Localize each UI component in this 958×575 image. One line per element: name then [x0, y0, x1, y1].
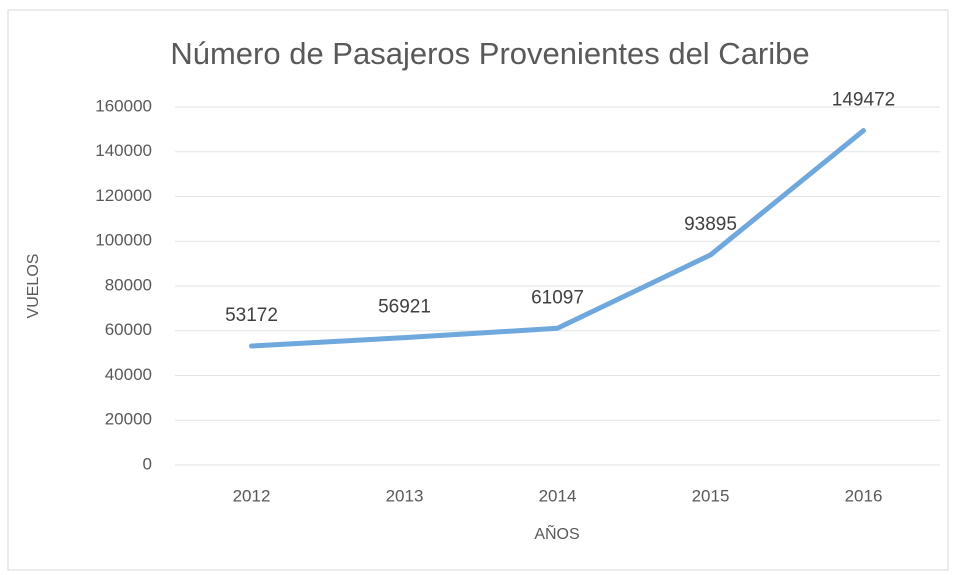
x-tick-label: 2016 — [845, 486, 883, 505]
y-tick-label: 100000 — [95, 231, 152, 250]
data-label: 93895 — [684, 214, 737, 235]
y-tick-label: 40000 — [105, 365, 152, 384]
y-tick-label: 120000 — [95, 186, 152, 205]
data-label: 61097 — [531, 287, 584, 308]
x-tick-label: 2012 — [233, 486, 271, 505]
y-tick-label: 20000 — [105, 410, 152, 429]
x-tick-label: 2014 — [539, 486, 577, 505]
y-tick-label: 140000 — [95, 141, 152, 160]
x-tick-label: 2015 — [692, 486, 730, 505]
y-tick-label: 160000 — [95, 96, 152, 115]
data-label: 53172 — [225, 305, 278, 326]
chart-title: Número de Pasajeros Provenientes del Car… — [170, 36, 809, 71]
chart-border — [7, 9, 949, 571]
data-label: 56921 — [378, 297, 431, 318]
y-tick-label: 80000 — [105, 275, 152, 294]
data-label: 149472 — [832, 90, 895, 111]
x-axis-label: AÑOS — [534, 523, 579, 543]
y-tick-label: 60000 — [105, 320, 152, 339]
x-tick-label: 2013 — [386, 486, 424, 505]
data-line — [249, 128, 866, 349]
y-tick-label: 0 — [143, 454, 152, 473]
y-axis-label: VUELOS — [25, 254, 42, 319]
